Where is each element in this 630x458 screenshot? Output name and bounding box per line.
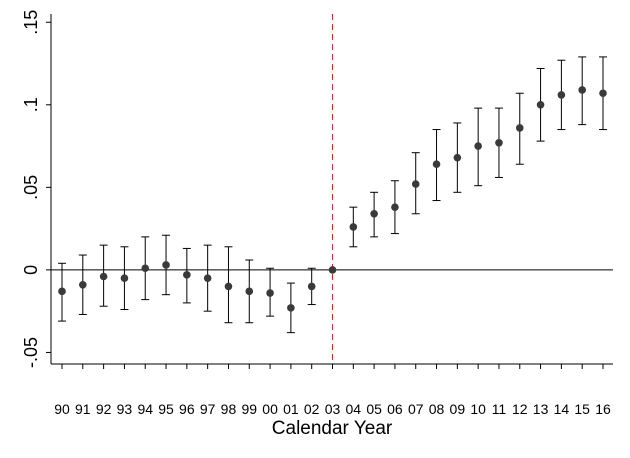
x-tick-label: 99 (241, 401, 257, 417)
point-estimate (557, 91, 566, 99)
x-tick-label: 93 (117, 401, 133, 417)
point-estimate (349, 223, 358, 231)
point-estimate (162, 261, 170, 269)
x-tick-label: 01 (283, 401, 299, 417)
point-estimate (287, 304, 295, 312)
point-estimate (599, 89, 607, 98)
point-estimate (141, 264, 150, 273)
point-estimate (370, 209, 378, 218)
x-tick-label: 91 (75, 401, 91, 417)
y-tick-label: .15 (21, 10, 41, 35)
y-tick-label: 0 (21, 265, 41, 275)
x-tick-label: 04 (346, 401, 362, 417)
point-estimate (183, 271, 191, 279)
x-tick-label: 11 (492, 401, 507, 417)
y-tick-label: -.05 (21, 337, 41, 368)
y-tick-label: .05 (21, 175, 41, 200)
x-tick-label: 97 (200, 401, 216, 417)
x-tick-label: 15 (574, 401, 590, 417)
x-tick-label: 14 (554, 401, 570, 417)
x-tick-label: 90 (54, 401, 70, 417)
y-tick-labels: -.05 0 .05 .1 .15 (21, 10, 41, 368)
x-tick-label: 94 (137, 401, 153, 417)
y-tick-label: .1 (21, 97, 41, 112)
point-estimate (99, 272, 108, 281)
x-tick-label: 12 (512, 401, 528, 417)
x-tick-label: 08 (429, 401, 445, 417)
point-estimate (453, 153, 462, 162)
point-estimate (536, 101, 545, 109)
reference-lines (51, 14, 613, 364)
point-estimate (474, 142, 482, 150)
point-estimate (578, 86, 586, 94)
point-estimate (515, 124, 524, 132)
x-tick-label: 09 (450, 401, 466, 417)
point-estimate (79, 280, 87, 289)
x-tick-label: 16 (595, 401, 611, 417)
point-estimate (203, 274, 212, 282)
point-estimate (245, 287, 254, 296)
point-estimate (432, 160, 441, 169)
x-tick-label: 06 (387, 401, 403, 417)
point-estimate (120, 274, 129, 282)
x-tick-label: 07 (408, 401, 424, 417)
point-estimates (58, 86, 607, 312)
x-axis-title: Calendar Year (272, 418, 393, 439)
point-estimate (307, 282, 316, 291)
x-tick-label: 03 (325, 401, 341, 417)
axes (46, 14, 613, 369)
x-tick-label: 96 (179, 401, 195, 417)
x-tick-label: 98 (221, 401, 237, 417)
x-tick-label: 13 (533, 401, 549, 417)
x-tick-label: 00 (262, 401, 278, 417)
point-estimate (266, 289, 274, 297)
point-estimate (58, 287, 66, 296)
x-tick-label: 10 (470, 401, 486, 417)
point-estimate (495, 138, 503, 147)
point-estimate (224, 282, 233, 291)
x-tick-label: 05 (366, 401, 382, 417)
x-tick-label: 95 (158, 401, 174, 417)
x-tick-label: 02 (304, 401, 320, 417)
x-tick-label: 92 (96, 401, 112, 417)
point-estimate (411, 180, 420, 188)
point-estimate (391, 203, 399, 211)
point-estimate (328, 266, 337, 274)
x-tick-labels: 90 91 92 93 94 95 96 97 98 99 00 01 02 03 04 05 06 07 08 09… (54, 401, 611, 417)
